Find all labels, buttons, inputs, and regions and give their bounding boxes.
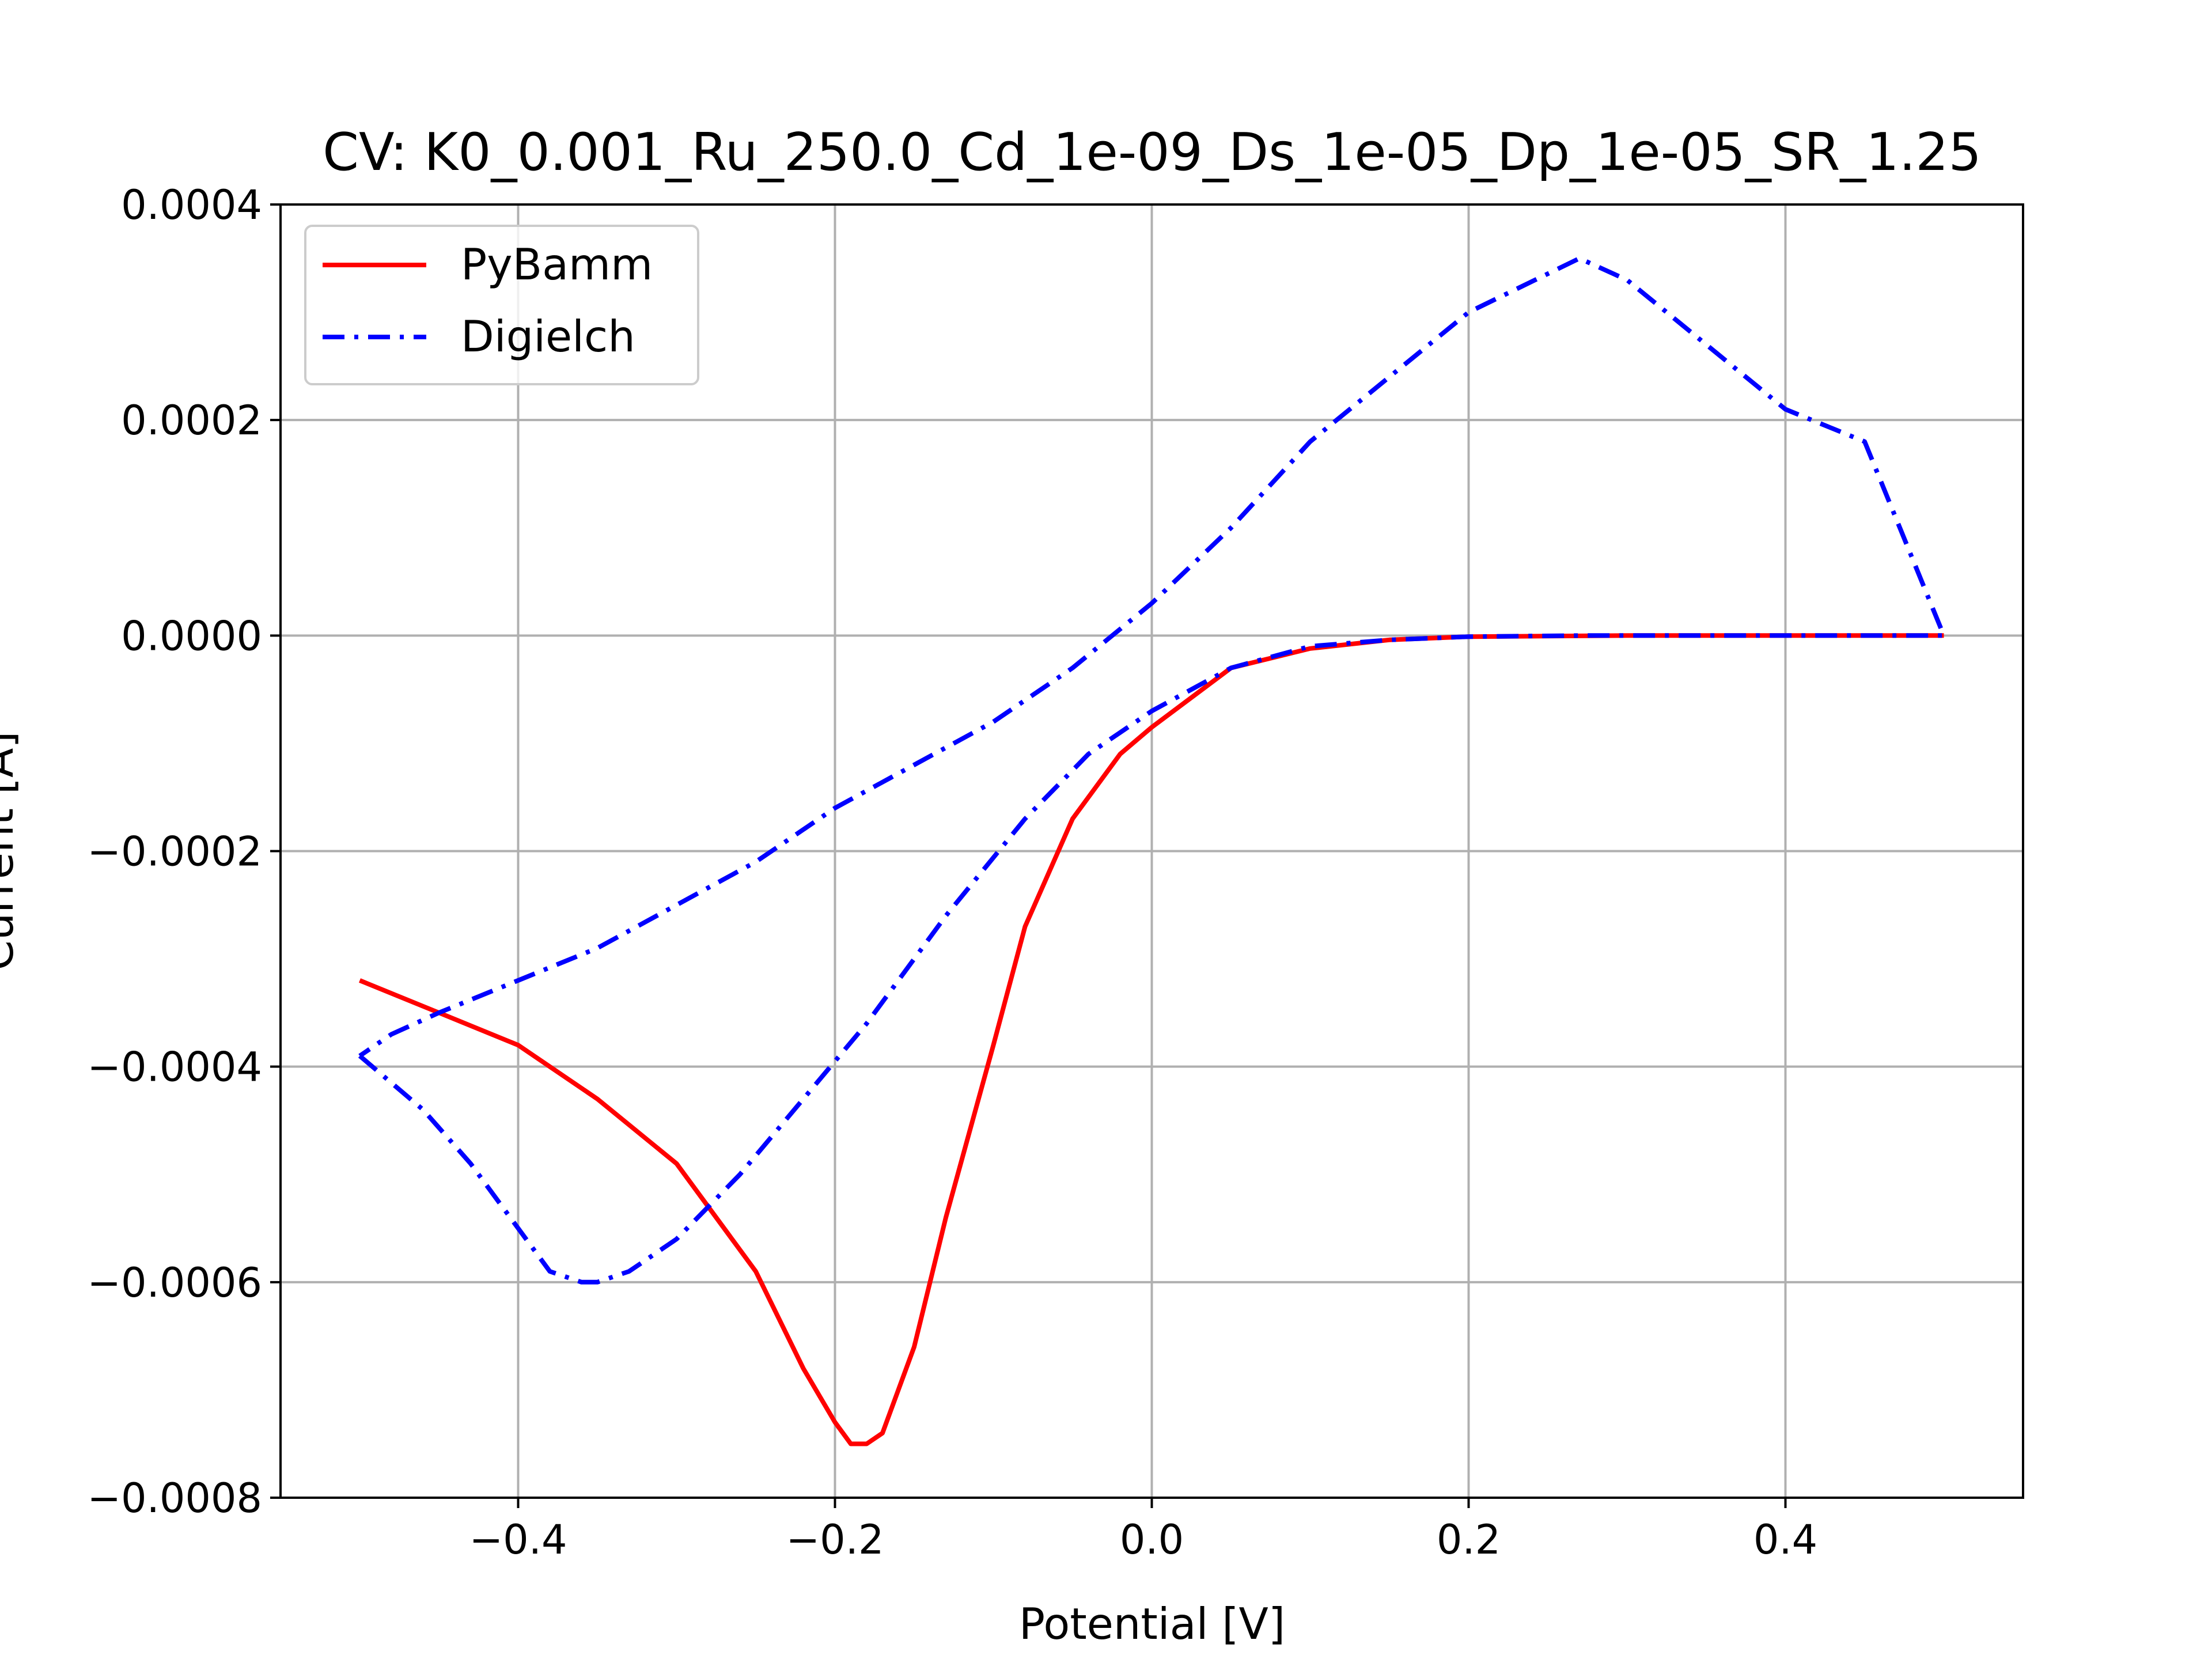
x-tick-label: 0.0	[1120, 1516, 1184, 1563]
series-lines	[358, 256, 1946, 1446]
x-tick-label: −0.2	[786, 1516, 884, 1563]
y-tick-label: 0.0002	[121, 397, 262, 444]
series-line-pybamm	[358, 633, 1944, 1446]
axis-ticks: −0.4 −0.2 0.0 0.2 0.4 −0.0008 −0.0006 −0.0004 −0…	[87, 181, 1817, 1563]
chart-title: CV: K0_0.001_Ru_250.0_Cd_1e-09_Ds_1e-05_…	[323, 122, 1982, 183]
legend-label-pybamm: PyBamm	[461, 239, 653, 290]
y-tick-label: −0.0006	[87, 1259, 262, 1306]
y-axis-title: Current [A]	[0, 731, 23, 970]
x-tick-label: 0.4	[1753, 1516, 1817, 1563]
y-tick-label: 0.0000	[121, 612, 262, 660]
y-tick-label: −0.0008	[87, 1475, 262, 1522]
x-tick-label: 0.2	[1437, 1516, 1501, 1563]
series-line-digielch	[358, 256, 1946, 1285]
y-tick-label: 0.0004	[121, 181, 262, 229]
legend: PyBamm Digielch	[304, 225, 699, 385]
y-tick-label: −0.0004	[87, 1044, 262, 1091]
x-axis-title: Potential [V]	[1019, 1599, 1285, 1649]
legend-label-digielch: Digielch	[461, 311, 635, 362]
x-tick-label: −0.4	[469, 1516, 567, 1563]
y-tick-label: −0.0002	[87, 828, 262, 876]
